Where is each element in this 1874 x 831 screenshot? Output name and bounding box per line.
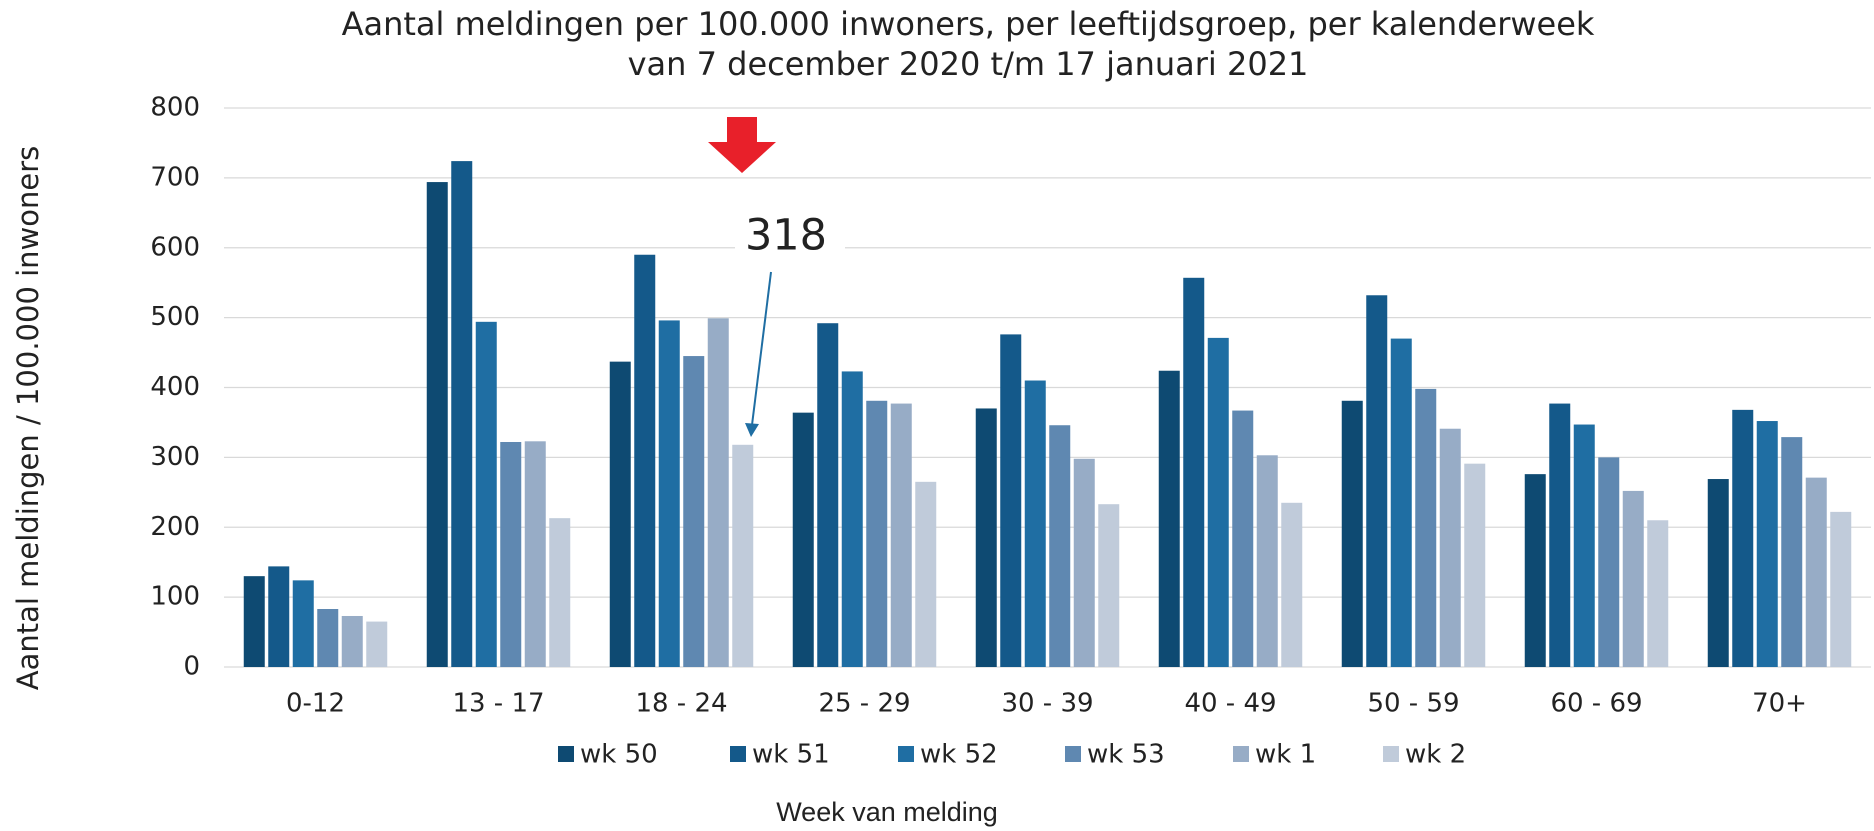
chart-title: Aantal meldingen per 100.000 inwoners, p…	[342, 5, 1595, 43]
bar	[658, 320, 680, 667]
x-tick-label: 30 - 39	[1001, 689, 1093, 719]
bar	[1439, 428, 1461, 667]
x-tick-label: 70+	[1752, 689, 1807, 719]
legend-swatch	[558, 746, 574, 762]
bar	[1756, 421, 1778, 667]
bar	[1049, 425, 1071, 667]
bar	[475, 321, 497, 667]
y-tick-label: 100	[150, 582, 200, 612]
x-tick-label: 25 - 29	[818, 689, 910, 719]
bar	[1647, 520, 1669, 667]
annotation-arrowhead	[745, 423, 759, 437]
bar	[1707, 479, 1729, 667]
bar	[1207, 337, 1229, 667]
bar	[683, 356, 705, 667]
annotation-box	[735, 212, 845, 262]
bar	[524, 441, 546, 667]
legend-label: wk 2	[1405, 740, 1466, 770]
legend-label: wk 51	[752, 740, 830, 770]
bar	[366, 621, 388, 667]
y-tick-label: 0	[183, 652, 200, 682]
bar	[1000, 334, 1022, 667]
x-tick-label: 0-12	[286, 689, 345, 719]
bar	[975, 408, 997, 667]
bar	[1732, 409, 1754, 667]
bar	[915, 481, 937, 667]
y-tick-label: 300	[150, 442, 200, 472]
annotation-line	[751, 271, 772, 426]
legend-swatch	[730, 746, 746, 762]
bar	[1598, 457, 1620, 667]
bar	[841, 371, 863, 667]
x-tick-label: 18 - 24	[635, 689, 727, 719]
bar	[1464, 463, 1486, 667]
bar	[792, 412, 814, 667]
x-tick-label: 60 - 69	[1550, 689, 1642, 719]
y-tick-label: 700	[150, 162, 200, 192]
bar	[500, 442, 522, 667]
legend-label: wk 50	[580, 740, 658, 770]
bar	[1098, 504, 1120, 667]
bar	[1622, 490, 1644, 667]
y-tick-label: 500	[150, 302, 200, 332]
legend-swatch	[898, 746, 914, 762]
bar	[1158, 370, 1180, 667]
bar	[1549, 403, 1571, 667]
annotation: 318	[745, 211, 827, 261]
bar	[1415, 388, 1437, 667]
bar	[549, 518, 571, 667]
bar	[341, 615, 363, 667]
bar	[1573, 424, 1595, 667]
chart-subtitle: van 7 december 2020 t/m 17 januari 2021	[628, 45, 1309, 83]
bar	[707, 318, 729, 667]
bar	[426, 182, 448, 667]
bar	[732, 444, 754, 667]
bar	[1256, 455, 1278, 667]
legend: wk 50 wk 51 wk 52 wk 53 wk 1 wk 2	[558, 740, 1466, 770]
y-axis-title: Aantal meldingen / 100.000 inwoners	[11, 146, 45, 691]
legend-label: wk 1	[1255, 740, 1316, 770]
legend-swatch	[1065, 746, 1081, 762]
bar	[1183, 277, 1205, 667]
highlight-arrow	[708, 117, 776, 173]
bar	[817, 323, 839, 667]
bar	[243, 576, 265, 667]
legend-swatch	[1383, 746, 1399, 762]
bar	[268, 566, 290, 667]
x-axis-title: Week van melding	[776, 797, 998, 827]
bar	[1232, 410, 1254, 667]
bar	[1805, 477, 1827, 667]
x-tick-label: 13 - 17	[452, 689, 544, 719]
bar	[1073, 458, 1095, 667]
bar	[1781, 437, 1803, 667]
y-tick-label: 200	[150, 512, 200, 542]
bar	[1341, 400, 1363, 667]
grid: 0 100 200 300 400 500 600 700 800	[150, 93, 1871, 682]
bar	[866, 400, 888, 667]
y-tick-label: 600	[150, 232, 200, 262]
bar	[1830, 511, 1852, 667]
bar	[609, 361, 631, 667]
bar	[1024, 380, 1046, 667]
legend-swatch	[1233, 746, 1249, 762]
bar	[292, 580, 314, 667]
x-tick-label: 40 - 49	[1184, 689, 1276, 719]
bar	[451, 161, 473, 668]
legend-label: wk 53	[1087, 740, 1165, 770]
bar	[890, 403, 912, 667]
bar	[1524, 474, 1546, 667]
bar	[1281, 502, 1303, 667]
legend-label: wk 52	[920, 740, 998, 770]
y-tick-label: 800	[150, 93, 200, 123]
bar	[317, 609, 339, 667]
y-tick-label: 400	[150, 372, 200, 402]
bar	[634, 254, 656, 668]
x-tick-label: 50 - 59	[1367, 689, 1459, 719]
bar	[1390, 338, 1412, 667]
bar	[1366, 295, 1388, 667]
bars: 0-12 13 - 17 18 - 24 25 - 29 30 - 39 40 - 49 5…	[243, 161, 1852, 719]
